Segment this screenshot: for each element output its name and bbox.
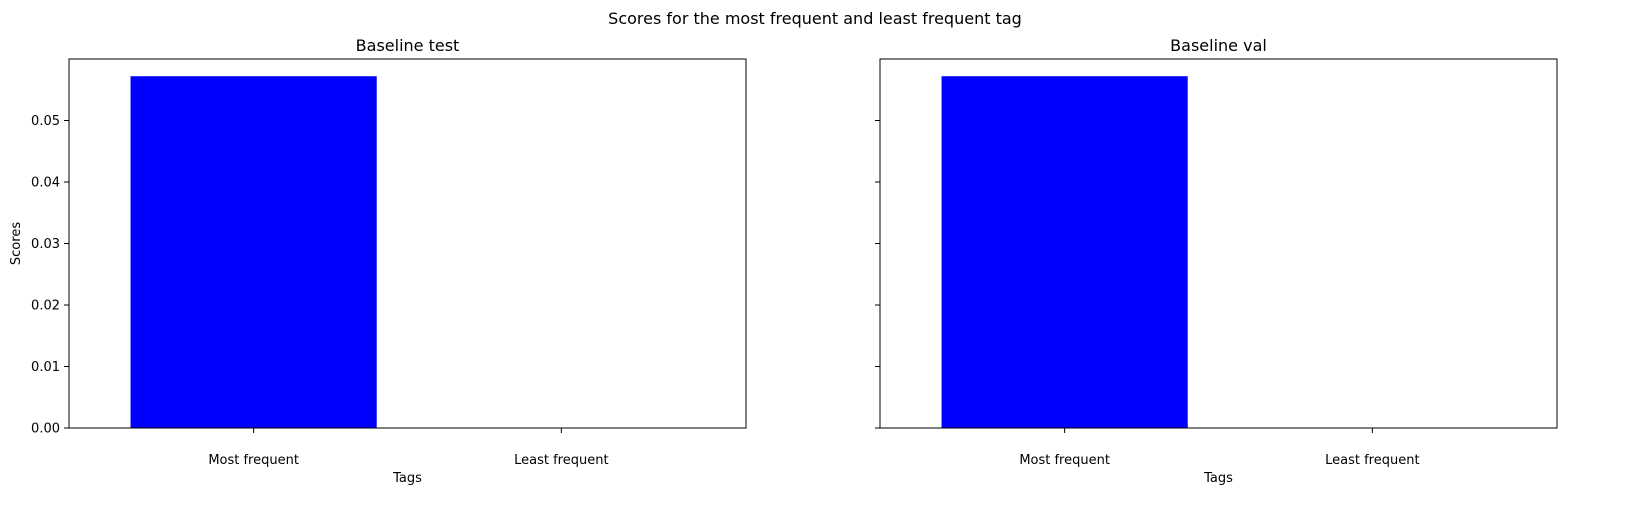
subplot-title: Baseline val [1170, 36, 1267, 55]
x-tick-label: Least frequent [1325, 453, 1419, 468]
y-tick-label: 0.02 [31, 299, 60, 314]
x-axis-label: Tags [392, 471, 422, 486]
y-tick-label: 0.00 [31, 422, 60, 437]
subplot-baseline-test: 0.00 0.01 0.02 0.03 0.04 0.05 Most frequent Lea… [9, 36, 747, 486]
y-axis-label: Scores [9, 222, 24, 265]
bar-most-frequent [130, 76, 377, 428]
y-tick-label: 0.04 [31, 176, 60, 191]
bar-most-frequent [941, 76, 1188, 428]
x-tick-label: Most frequent [208, 453, 299, 468]
y-tick-label: 0.03 [31, 237, 60, 252]
subplot-baseline-val: Most frequent Least frequent Baseline val T… [875, 36, 1558, 486]
y-tick-label: 0.01 [31, 360, 60, 375]
subplot-title: Baseline test [356, 36, 460, 55]
y-tick-label: 0.05 [31, 114, 60, 129]
figure-suptitle: Scores for the most frequent and least f… [608, 9, 1022, 28]
x-axis-label: Tags [1203, 471, 1233, 486]
x-tick-label: Most frequent [1019, 453, 1110, 468]
x-tick-label: Least frequent [514, 453, 608, 468]
